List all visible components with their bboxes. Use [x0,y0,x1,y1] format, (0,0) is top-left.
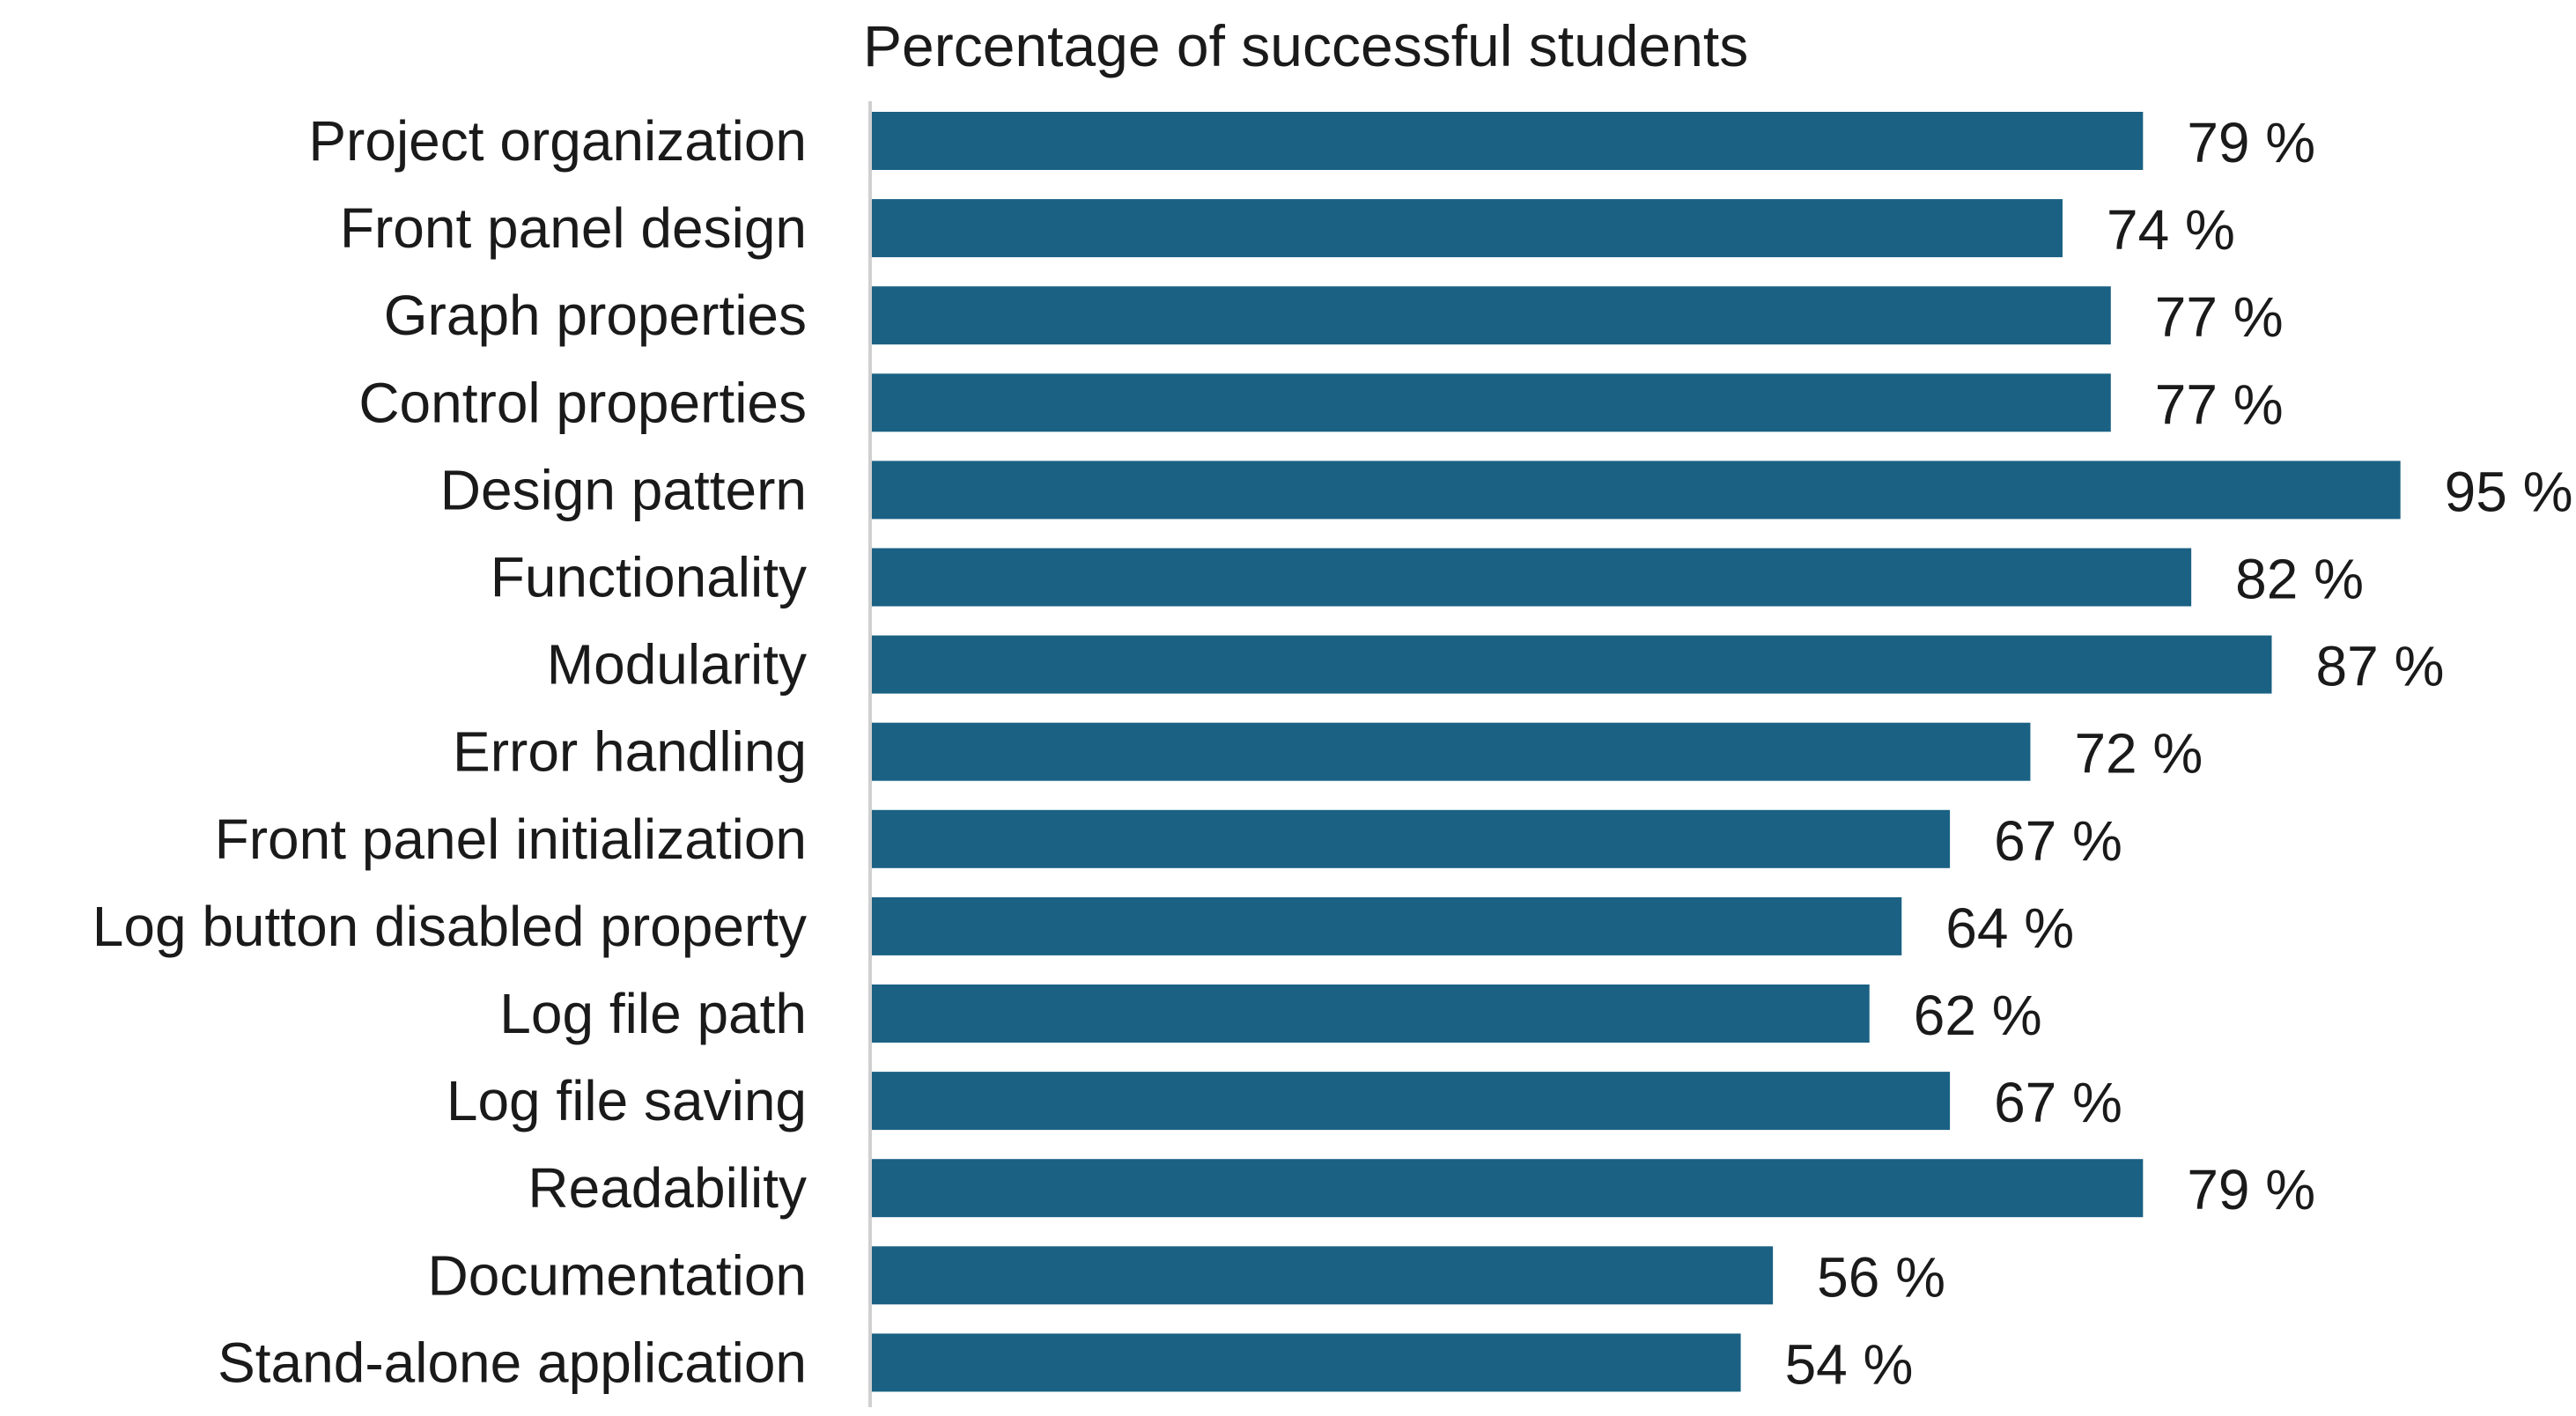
bar [872,809,1951,868]
value-label: 82 % [2235,548,2364,611]
category-label: Log button disabled property [92,895,807,958]
bar [872,896,1902,955]
bar [872,1333,1741,1392]
bar [872,461,2401,520]
value-label: 62 % [1914,984,2042,1047]
category-label: Modularity [547,633,807,697]
bar [872,635,2272,694]
value-label: 87 % [2315,635,2444,698]
category-label: Front panel design [340,196,807,260]
chart-title: Percentage of successful students [863,13,1748,78]
value-label: 67 % [1994,1071,2122,1134]
category-label: Documentation [428,1243,807,1307]
category-label: Control properties [358,371,807,434]
value-label: 74 % [2107,198,2235,262]
bar [872,373,2111,432]
bar [872,548,2192,607]
value-label: 56 % [1817,1245,1945,1309]
category-label: Front panel initialization [215,808,807,871]
category-label: Log file saving [447,1069,807,1132]
category-label: Error handling [453,720,807,784]
value-label: 64 % [1945,896,2074,960]
bar [872,1246,1774,1305]
value-label: 79 % [2187,111,2315,174]
category-label: Design pattern [440,458,807,521]
bar [872,199,2063,258]
bars-layer: Project organization 79 % Front panel desi… [92,109,2573,1396]
value-label: 67 % [1994,809,2122,873]
category-label: Log file path [499,982,807,1045]
bar [872,985,1870,1043]
category-label: Readability [528,1156,807,1220]
category-label: Project organization [308,109,807,173]
bar [872,1159,2144,1218]
bar [872,112,2144,170]
bar [872,286,2111,345]
category-label: Functionality [491,546,807,609]
bar [872,1072,1951,1131]
bar [872,722,2031,781]
value-label: 72 % [2074,722,2203,785]
value-label: 79 % [2187,1158,2315,1221]
value-label: 54 % [1785,1332,1914,1396]
value-label: 95 % [2445,460,2573,523]
value-label: 77 % [2155,372,2284,436]
category-label: Graph properties [384,284,807,347]
category-label: Stand-alone application [218,1331,807,1394]
value-label: 77 % [2155,285,2284,349]
